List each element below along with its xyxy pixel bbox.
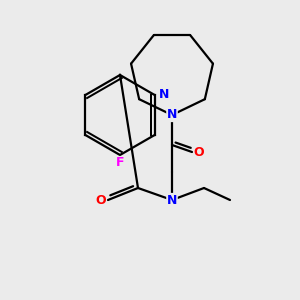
Text: N: N (167, 109, 177, 122)
Text: N: N (167, 194, 177, 206)
Text: F: F (116, 157, 124, 169)
Text: N: N (159, 88, 169, 101)
Text: O: O (96, 194, 106, 206)
Text: O: O (194, 146, 204, 158)
